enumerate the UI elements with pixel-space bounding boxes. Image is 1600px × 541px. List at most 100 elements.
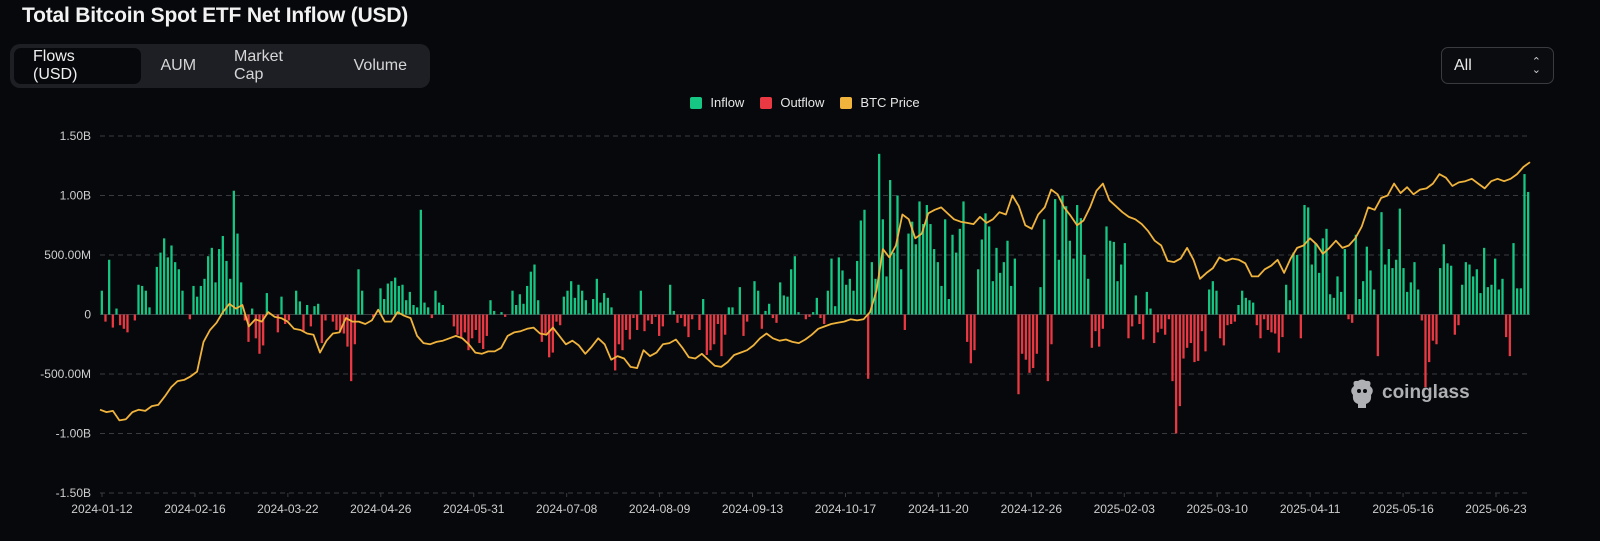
outflow-bar — [467, 314, 470, 351]
inflow-bar — [764, 310, 767, 315]
btc-price-line — [99, 161, 1531, 422]
inflow-bar — [1402, 268, 1405, 315]
inflow-bar — [144, 290, 147, 315]
inflow-bar — [306, 304, 309, 315]
inflow-bar — [1373, 289, 1376, 315]
inflow-bar — [1116, 281, 1119, 315]
inflow-bar — [166, 257, 169, 315]
outflow-bar — [1028, 314, 1031, 373]
outflow-bar — [1453, 314, 1456, 335]
inflow-bar — [933, 249, 936, 315]
inflow-bar — [438, 302, 441, 315]
outflow-bar — [474, 314, 477, 330]
inflow-bar — [1079, 218, 1082, 315]
legend-item-btc-price[interactable]: BTC Price — [840, 95, 920, 110]
inflow-bar — [386, 283, 389, 315]
outflow-bar — [742, 314, 745, 336]
inflow-bar — [1215, 290, 1218, 315]
outflow-bar — [452, 314, 455, 327]
tab-aum[interactable]: AUM — [160, 57, 197, 74]
inflow-bar — [588, 313, 591, 315]
outflow-bar — [1351, 314, 1354, 323]
outflow-bar — [247, 314, 250, 342]
outflow-bar — [617, 314, 620, 345]
inflow-bar — [577, 284, 580, 315]
inflow-bar — [962, 201, 965, 315]
outflow-bar — [1167, 314, 1170, 320]
legend-label-inflow: Inflow — [710, 95, 745, 110]
inflow-bar — [427, 307, 430, 315]
inflow-bar — [1296, 255, 1299, 315]
outflow-bar — [188, 314, 191, 320]
x-tick-label: 2024-12-26 — [1001, 502, 1063, 516]
inflow-bar — [100, 290, 103, 315]
inflow-bar — [1072, 258, 1075, 315]
outflow-bar — [903, 314, 906, 330]
outflow-bar — [1200, 314, 1203, 332]
inflow-bar — [1494, 258, 1497, 315]
inflow-bar — [210, 247, 213, 315]
inflow-bar — [830, 258, 833, 315]
inflow-bar — [148, 307, 151, 315]
outflow-bar — [643, 314, 646, 332]
x-tick-label: 2025-03-10 — [1187, 502, 1249, 516]
outflow-bar — [1101, 314, 1104, 329]
inflow-bar — [1134, 295, 1137, 315]
inflow-bar — [1006, 240, 1009, 315]
inflow-bar — [1039, 287, 1042, 315]
inflow-bar — [529, 271, 532, 315]
outflow-bar — [654, 314, 657, 317]
outflow-bar — [353, 314, 356, 345]
coinglass-logo-icon — [1351, 379, 1373, 408]
legend-item-outflow[interactable]: Outflow — [760, 95, 824, 110]
outflow-bar — [713, 314, 716, 345]
outflow-bar — [1142, 314, 1145, 340]
outflow-bar — [1035, 314, 1038, 354]
inflow-bar — [1475, 269, 1478, 315]
outflow-bar — [1505, 314, 1508, 338]
chart-legend: Inflow Outflow BTC Price — [0, 95, 1600, 110]
outflow-bar — [555, 314, 558, 322]
tab-flows[interactable]: Flows (USD) — [14, 48, 142, 84]
inflow-bar — [1285, 284, 1288, 315]
inflow-bar — [1446, 263, 1449, 315]
inflow-bar — [1120, 264, 1123, 315]
outflow-bar — [302, 314, 305, 332]
outflow-bar — [126, 314, 129, 333]
inflow-bar — [885, 276, 888, 315]
inflow-bar — [1318, 272, 1321, 315]
outflow-bar — [551, 314, 554, 353]
outflow-bar — [460, 314, 463, 339]
range-select[interactable]: All ⌃ ⌄ — [1441, 47, 1554, 84]
inflow-bar — [1112, 241, 1115, 315]
inflow-bar — [1065, 206, 1068, 315]
outflow-bar — [1277, 314, 1280, 353]
outflow-bar — [309, 314, 312, 327]
tab-volume[interactable]: Volume — [353, 57, 407, 74]
inflow-bar — [423, 302, 426, 315]
inflow-bar — [1472, 276, 1475, 315]
inflow-bar — [951, 234, 954, 315]
inflow-bar — [878, 153, 881, 315]
outflow-bar — [1204, 314, 1207, 352]
outflow-bar — [1024, 314, 1027, 360]
inflow-bar — [672, 310, 675, 315]
inflow-bar — [977, 269, 980, 315]
inflow-bar — [1336, 276, 1339, 315]
tab-market-cap[interactable]: Market Cap — [234, 48, 283, 83]
outflow-bar — [1182, 314, 1185, 359]
inflow-bar — [980, 239, 983, 315]
outflow-bar — [1259, 314, 1262, 339]
outflow-bar — [691, 314, 694, 320]
inflow-bar — [1252, 302, 1255, 315]
inflow-bar — [1365, 246, 1368, 315]
legend-item-inflow[interactable]: Inflow — [690, 95, 744, 110]
inflow-bar — [592, 299, 595, 315]
outflow-bar — [262, 314, 265, 346]
inflow-bar — [1332, 297, 1335, 315]
legend-swatch-outflow — [760, 96, 773, 109]
inflow-bar — [1409, 282, 1412, 315]
outflow-bar — [746, 314, 749, 322]
inflow-bar — [859, 220, 862, 315]
